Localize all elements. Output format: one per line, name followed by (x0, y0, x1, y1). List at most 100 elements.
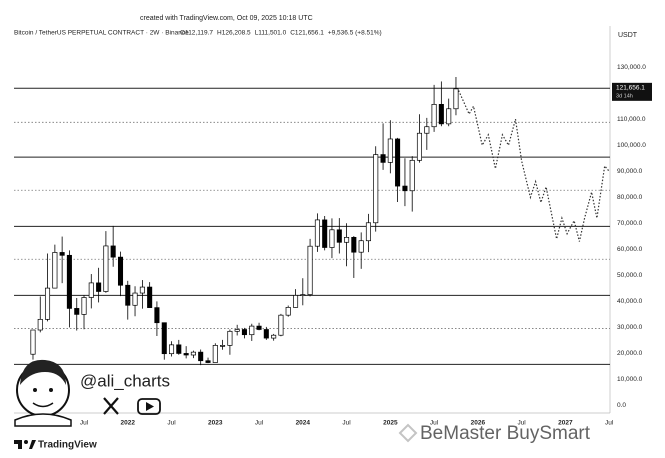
x-tick-label: 2022 (121, 420, 136, 427)
y-tick-label: 20,000.0 (617, 350, 643, 357)
candle-body (365, 222, 371, 242)
x-tick-label: Jul (80, 420, 89, 427)
x-tick-label: 2027 (558, 420, 573, 427)
candle-body (88, 282, 94, 298)
x-tick-label: Jul (605, 420, 614, 427)
candle-body (336, 229, 342, 243)
candle-body (154, 307, 160, 324)
candle-body (416, 132, 423, 161)
candle-body (139, 286, 145, 294)
candle-body (169, 344, 175, 355)
candle-body (271, 334, 277, 339)
candle-body (74, 308, 80, 315)
candle-body (373, 154, 379, 224)
x-tick-label: Jul (517, 420, 526, 427)
candle-body (234, 329, 240, 332)
candle-body (409, 159, 415, 192)
candle-body (205, 360, 211, 363)
candle-body (293, 295, 299, 308)
candle-body (300, 294, 306, 296)
currency: USDT (618, 32, 638, 39)
y-tick-label: 70,000.0 (617, 220, 643, 227)
symbol: Bitcoin / TetherUS PERPETUAL CONTRACT · … (14, 30, 189, 37)
projection-line (458, 90, 610, 242)
candle-body (117, 256, 124, 286)
last-price-box (612, 82, 652, 101)
candle-body (285, 307, 291, 316)
ohlc-label: L111,501.0 (255, 30, 287, 37)
candle-body (256, 325, 262, 330)
x-tick-label: Jul (342, 420, 351, 427)
x-tick-label: 2026 (471, 420, 486, 427)
candle-body (103, 245, 109, 292)
y-tick-label: 60,000.0 (617, 246, 643, 253)
x-tick-label: Jul (255, 420, 264, 427)
last-price-label: 121,656.1 (616, 85, 645, 92)
candle-body (110, 245, 116, 258)
y-tick-label: 90,000.0 (617, 168, 643, 175)
created-note: created with TradingView.com, Oct 09, 20… (140, 15, 313, 22)
watermark-logo (398, 423, 418, 443)
x-tick-label: Jul (167, 420, 176, 427)
ohlc-label: O112,119.7 (180, 30, 213, 37)
candle-body (198, 351, 204, 362)
y-tick-label: 0.0 (617, 402, 626, 409)
candle-body (212, 345, 218, 363)
candle-body (96, 282, 102, 292)
candle-body (402, 185, 408, 192)
y-tick-label: 100,000.0 (617, 142, 646, 149)
candle-body (132, 292, 138, 306)
x-tick-label: 2025 (383, 420, 398, 427)
candle-body (424, 126, 430, 134)
x-tick-label: 2023 (208, 420, 223, 427)
candle-body (147, 286, 153, 308)
tradingview-logo (14, 440, 36, 449)
candle-body (59, 252, 65, 256)
brand: TradingView (38, 440, 97, 451)
candle-body (431, 103, 437, 128)
y-tick-label: 10,000.0 (617, 376, 643, 383)
candle-body (220, 345, 226, 347)
avatar (14, 359, 72, 427)
candle-body (30, 329, 36, 355)
candle-body (176, 344, 182, 354)
candle-body (183, 353, 189, 356)
candle-body (344, 236, 350, 243)
candle-body (37, 318, 43, 331)
y-tick-label: 110,000.0 (617, 116, 646, 123)
y-tick-label: 130,000.0 (617, 64, 646, 71)
youtube-logo (137, 398, 161, 415)
candle-body (81, 297, 87, 315)
candle-body (190, 351, 196, 356)
candle-body (351, 236, 357, 253)
candle-body (278, 314, 284, 336)
x-logo (103, 397, 119, 415)
candle-body (446, 108, 452, 125)
x-tick-label: Jul (430, 420, 439, 427)
candle-body (314, 219, 320, 247)
candle-body (44, 287, 51, 320)
candle-body (358, 240, 364, 253)
candle-body (161, 322, 167, 355)
candle-body (241, 329, 247, 336)
candle-body (322, 219, 328, 248)
ohlc-label: C121,656.1 (290, 30, 324, 37)
candle-body (329, 229, 335, 248)
candle-body (52, 252, 58, 289)
candle-body (263, 329, 269, 339)
candle-body (125, 284, 131, 306)
candle-body (66, 254, 72, 309)
candle-body (227, 330, 233, 346)
candle-body (249, 325, 255, 336)
ohlc-label: +9,536.5 (+8.51%) (328, 30, 382, 37)
y-tick-label: 80,000.0 (617, 194, 643, 201)
x-tick-label: 2024 (296, 420, 311, 427)
y-tick-label: 30,000.0 (617, 324, 643, 331)
handle: @ali_charts (80, 371, 170, 390)
candle-body (307, 245, 313, 295)
candle-body (438, 103, 444, 125)
countdown: 3d 14h (616, 93, 633, 99)
candle-body (453, 88, 459, 110)
